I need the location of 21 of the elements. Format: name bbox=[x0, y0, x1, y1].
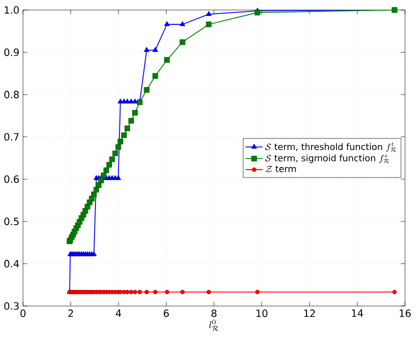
x-tick-label: 10 bbox=[256, 310, 268, 318]
x-tick-label: 4 bbox=[116, 310, 122, 317]
x-tick-label: 0 bbox=[20, 310, 26, 318]
x-tick-label: 6 bbox=[164, 310, 169, 318]
x-tick-label: 12 bbox=[304, 310, 315, 317]
x-tick-label: 8 bbox=[212, 310, 216, 318]
x-tick-label: 2 bbox=[68, 310, 73, 317]
y-tick-label: 1.0 bbox=[4, 6, 19, 14]
y-tick-label: 0.5 bbox=[4, 218, 19, 226]
legend-label: $\mathcal{S}\text{ term, threshold function }f^{t}_{\mathcal{R}}$ bbox=[265, 142, 396, 152]
legend-label: $\mathcal{S}\text{ term, sigmoid function }f^{s}_{\mathcal{R}}$ bbox=[265, 154, 390, 164]
x-tick-label: 14 bbox=[352, 310, 364, 317]
x-axis-title: $l^{0}_{\mathcal{R}}$ bbox=[209, 320, 218, 331]
y-tick-label: 0.6 bbox=[4, 175, 19, 183]
y-tick-label: 0.9 bbox=[4, 48, 19, 56]
x-tick-label: 16 bbox=[400, 310, 411, 318]
legend-label: $\mathcal{Z}\text{ term}$ bbox=[265, 166, 296, 172]
y-tick-label: 0.4 bbox=[4, 260, 19, 268]
y-tick-label: 0.7 bbox=[4, 133, 19, 141]
y-tick-label: 0.3 bbox=[4, 302, 19, 310]
y-tick-label: 0.8 bbox=[4, 90, 19, 98]
